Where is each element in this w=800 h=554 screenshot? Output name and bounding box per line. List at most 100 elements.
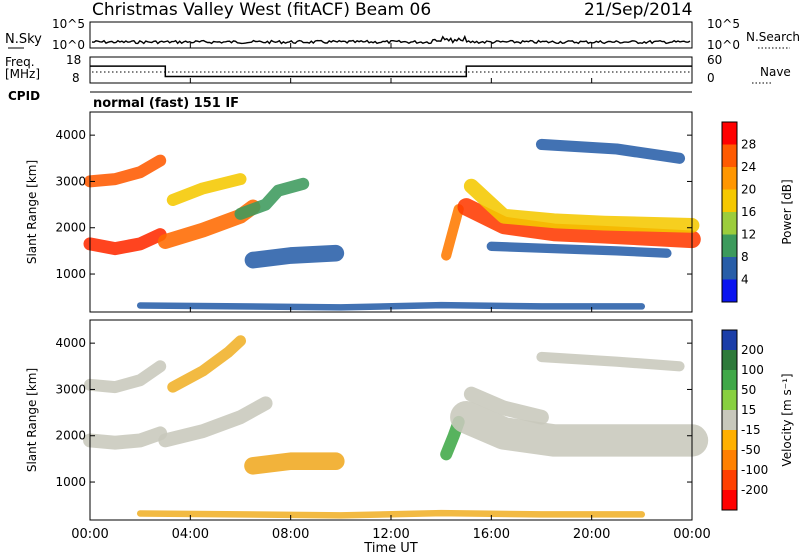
- velocity-colorbar: 200 100 50 15 -15 -50 -100 -200: [721, 329, 768, 511]
- velocity-echo-band: [83, 426, 168, 450]
- y-tick-label: 4000: [55, 336, 86, 350]
- colorbar-swatch: [722, 234, 737, 257]
- y-tick-label: 2000: [55, 221, 86, 235]
- colorbar-tick-label: 16: [741, 205, 756, 219]
- colorbar-tick-label: -50: [741, 443, 761, 457]
- velocity-frame: [89, 319, 693, 521]
- power-echo-band: [166, 173, 247, 206]
- colorbar-swatch: [722, 390, 737, 410]
- time-tick-label: 12:00: [372, 527, 409, 542]
- velocity-ylabel: Slant Range [km]: [25, 368, 39, 472]
- colorbar-swatch: [722, 470, 737, 490]
- time-tick-label: 08:00: [272, 527, 309, 542]
- freq-tick-bottom-left: 8: [72, 71, 80, 85]
- colorbar-swatch: [722, 167, 737, 190]
- velocity-y-ticks: 4000 3000 2000 1000: [55, 336, 692, 489]
- time-axis: 00:00 04:00 08:00 12:00 16:00 20:00 00:00: [71, 43, 711, 542]
- velocity-data-cloud: [83, 335, 709, 519]
- nsky-tick-top-left: 10^5: [52, 17, 85, 31]
- colorbar-swatch: [722, 490, 737, 510]
- power-colorbar-label: Power [dB]: [780, 179, 794, 244]
- velocity-echo-band: [158, 396, 273, 448]
- frequency-trace: [90, 65, 692, 78]
- colorbar-tick-label: 50: [741, 383, 756, 397]
- colorbar-tick-label: 4: [741, 273, 749, 287]
- nsky-label: N.Sky: [5, 32, 42, 47]
- colorbar-tick-label: 200: [741, 343, 764, 357]
- colorbar-swatch: [722, 122, 737, 145]
- velocity-colorbar-label: Velocity [m s⁻¹]: [780, 373, 794, 466]
- freq-tick-bottom-right: 0: [707, 71, 715, 85]
- colorbar-swatch: [722, 430, 737, 450]
- colorbar-swatch: [722, 212, 737, 235]
- colorbar-tick-label: 20: [741, 183, 756, 197]
- power-frame: [89, 111, 693, 313]
- power-echo-band: [486, 241, 672, 258]
- colorbar-tick-label: 12: [741, 228, 756, 242]
- colorbar-tick-label: -200: [741, 483, 768, 497]
- power-y-ticks: 4000 3000 2000 1000: [55, 128, 692, 281]
- power-echo-band: [84, 154, 167, 188]
- time-axis-label: Time UT: [363, 541, 417, 554]
- cpid-label: CPID: [8, 89, 40, 103]
- colorbar-tick-label: -100: [741, 463, 768, 477]
- time-tick-label: 00:00: [71, 527, 108, 542]
- velocity-echo-band: [450, 401, 709, 457]
- y-tick-label: 2000: [55, 429, 86, 443]
- velocity-echo-band: [167, 335, 247, 393]
- velocity-echo-band: [244, 452, 345, 475]
- freq-tick-top-left: 18: [66, 53, 81, 67]
- colorbar-tick-label: 24: [741, 160, 756, 174]
- velocity-echo-band: [84, 360, 167, 394]
- velocity-panel: Slant Range [km] 4000 3000 2000 1000 200 100…: [25, 319, 794, 521]
- y-tick-label: 4000: [55, 128, 86, 142]
- colorbar-swatch: [722, 279, 737, 302]
- power-colorbar: 28 24 20 16 12 8 4: [721, 121, 756, 303]
- power-echo-band: [136, 301, 646, 311]
- colorbar-swatch: [722, 189, 737, 212]
- station-title: Christmas Valley West (fitACF): [92, 0, 350, 20]
- date-label: 21/Sep/2014: [584, 0, 692, 20]
- power-echo-band: [83, 228, 167, 256]
- time-tick-label: 20:00: [573, 527, 610, 542]
- freq-label: Freq.: [5, 55, 35, 69]
- colorbar-swatch: [722, 330, 737, 350]
- y-tick-label: 3000: [55, 382, 86, 396]
- freq-panel: Freq. [MHz] 18 8 60 0 Nave: [5, 53, 791, 85]
- power-echo-band: [535, 138, 686, 164]
- power-data-cloud: [83, 138, 701, 311]
- y-tick-label: 3000: [55, 174, 86, 188]
- power-panel: Slant Range [km] 4000 3000 2000 1000 28 24 20…: [25, 111, 794, 313]
- time-tick-label: 16:00: [473, 527, 510, 542]
- colorbar-tick-label: 100: [741, 363, 764, 377]
- colorbar-swatch: [722, 410, 737, 430]
- colorbar-swatch: [722, 350, 737, 370]
- cpid-mode: normal (fast) 151 IF: [93, 96, 239, 111]
- colorbar-swatch: [722, 370, 737, 390]
- power-echo-band: [234, 177, 310, 220]
- power-echo-band: [457, 198, 701, 249]
- freq-tick-top-right: 60: [707, 53, 722, 67]
- time-tick-label: 00:00: [673, 527, 710, 542]
- colorbar-tick-label: 28: [741, 138, 756, 152]
- nsearch-label: N.Search: [746, 30, 800, 44]
- beam-label: Beam 06: [355, 0, 431, 20]
- cpid-panel: CPID normal (fast) 151 IF: [8, 89, 692, 111]
- colorbar-frame: [721, 329, 738, 511]
- time-tick-label: 04:00: [172, 527, 209, 542]
- colorbar-swatch: [722, 257, 737, 280]
- velocity-echo-band: [136, 509, 646, 519]
- power-echo-band: [463, 178, 700, 233]
- nsky-tick-bottom-right: 10^0: [707, 38, 740, 52]
- freq-unit-label: [MHz]: [5, 67, 40, 81]
- nave-label: Nave: [760, 65, 791, 79]
- power-echo-band: [441, 204, 464, 261]
- colorbar-frame: [721, 121, 738, 303]
- power-ylabel: Slant Range [km]: [25, 160, 39, 264]
- y-tick-label: 1000: [55, 267, 86, 281]
- velocity-echo-band: [463, 386, 549, 425]
- nsky-tick-top-right: 10^5: [707, 17, 740, 31]
- colorbar-tick-label: 15: [741, 403, 756, 417]
- colorbar-tick-label: 8: [741, 250, 749, 264]
